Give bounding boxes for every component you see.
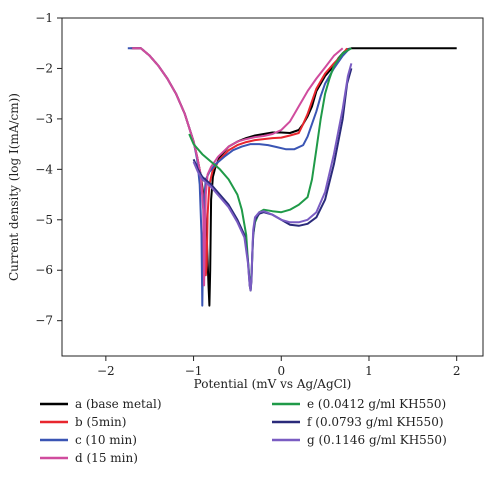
x-tick-label: 1: [365, 364, 373, 378]
series-line-g: [192, 63, 353, 292]
series-layer: [127, 47, 457, 307]
y-axis-ticks: −1 −2 −3 −4 −5 −6 −7: [35, 11, 62, 328]
legend-label-e: e (0.0412 g/ml KH550): [307, 397, 446, 411]
x-tick-label: 0: [277, 364, 285, 378]
legend-label-b: b (5min): [75, 415, 126, 429]
x-axis-label: Potential (mV vs Ag/AgCl): [194, 377, 352, 391]
y-tick-label: −2: [35, 61, 53, 75]
x-tick-label: −2: [97, 364, 115, 378]
y-tick-label: −5: [35, 213, 53, 227]
legend-label-a: a (base metal): [75, 397, 162, 411]
legend: a (base metal) b (5min) c (10 min) d (15 mi…: [40, 397, 447, 465]
y-tick-label: −3: [35, 112, 53, 126]
x-axis-ticks: −2 −1 0 1 2: [97, 356, 461, 378]
y-tick-label: −1: [35, 11, 53, 25]
series-line-d: [132, 47, 344, 287]
legend-label-c: c (10 min): [75, 433, 137, 447]
legend-label-f: f (0.0793 g/ml KH550): [307, 415, 444, 429]
y-tick-label: −7: [35, 314, 53, 328]
y-tick-label: −4: [35, 162, 53, 176]
plot-frame: [61, 17, 484, 357]
x-tick-label: −1: [185, 364, 203, 378]
x-tick-label: 2: [453, 364, 461, 378]
legend-label-g: g (0.1146 g/ml KH550): [307, 433, 447, 447]
legend-label-d: d (15 min): [75, 451, 138, 465]
y-axis-label: Current density (log I(mA/cm)): [7, 93, 21, 281]
y-tick-label: −6: [35, 263, 53, 277]
